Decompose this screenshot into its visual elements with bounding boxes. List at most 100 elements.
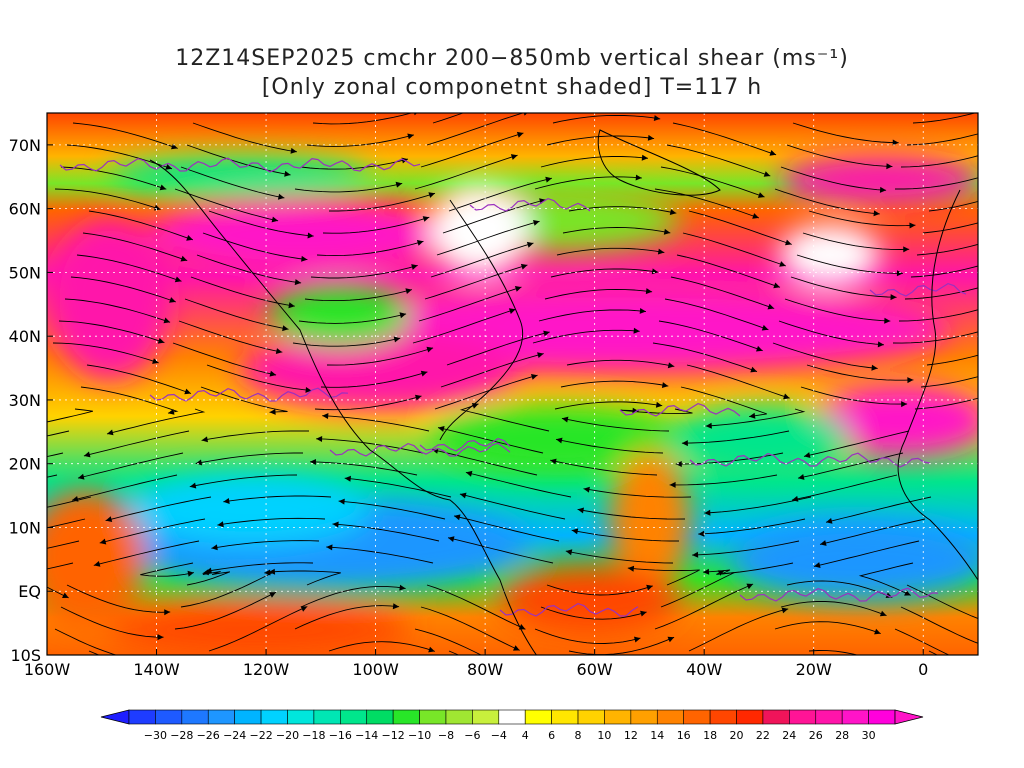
- streamline-arrowhead: [877, 341, 884, 348]
- streamline-arrowhead: [448, 536, 455, 542]
- streamline: [534, 628, 641, 644]
- streamline: [561, 417, 670, 432]
- streamline: [448, 177, 553, 212]
- streamline-arrowhead: [428, 192, 435, 198]
- streamline-arrowhead: [826, 518, 833, 524]
- streamline: [926, 354, 978, 366]
- streamline-arrowhead: [165, 164, 172, 170]
- colorbar-label: −4: [491, 729, 507, 742]
- streamline-arrowhead: [186, 235, 193, 241]
- streamline-arrowhead: [783, 393, 790, 400]
- colorbar-box: [577, 709, 605, 725]
- streamline-arrowhead: [201, 436, 208, 443]
- streamline-arrowhead: [879, 186, 887, 193]
- streamline-arrowhead: [814, 562, 821, 568]
- streamline: [414, 154, 518, 190]
- streamline-arrowhead: [571, 528, 579, 535]
- streamline: [555, 438, 664, 454]
- streamline-arrowhead: [873, 210, 880, 217]
- colorbar-box: [419, 709, 447, 725]
- streamline: [414, 628, 483, 655]
- streamline-arrowhead: [896, 270, 903, 277]
- lat-tick-label: 20N: [9, 455, 41, 474]
- streamline: [813, 540, 920, 567]
- streamline: [58, 320, 165, 344]
- streamline-arrowhead: [779, 261, 786, 267]
- streamline-arrowhead: [874, 628, 881, 635]
- lon-tick-label: 120W: [243, 660, 290, 679]
- streamline-arrowhead: [399, 312, 407, 319]
- streamline-arrowhead: [202, 569, 209, 576]
- streamline: [772, 342, 878, 369]
- streamline-arrowhead: [565, 549, 573, 556]
- streamline-arrowhead: [338, 498, 345, 505]
- streamline-arrowhead: [657, 248, 665, 255]
- streamline-arrowhead: [294, 279, 302, 286]
- colorbar-label: −22: [249, 729, 272, 742]
- streamline-arrowhead: [507, 666, 514, 671]
- colorbar-box: [155, 709, 183, 725]
- lon-tick-label: 100W: [352, 660, 399, 679]
- streamline-arrowhead: [892, 139, 899, 146]
- streamline-arrowhead: [268, 568, 276, 575]
- coastlines: [149, 129, 978, 655]
- streamline: [54, 628, 118, 655]
- chart-title: 12Z14SEP2025 cmchr 200−850mb vertical sh…: [175, 46, 849, 71]
- streamline-arrowhead: [545, 176, 552, 183]
- streamline-arrowhead: [1013, 384, 1020, 390]
- streamline: [660, 166, 765, 198]
- streamline: [786, 144, 893, 167]
- streamline: [660, 569, 735, 608]
- streamline: [784, 298, 891, 322]
- streamline-arrowhead: [157, 337, 165, 344]
- colorbar-box: [604, 709, 632, 725]
- streamline: [802, 232, 910, 250]
- streamline-arrowhead: [537, 352, 544, 358]
- colorbar-box: [392, 709, 420, 725]
- chart-subtitle: [Only zonal componetnt shaded] T=117 h: [261, 75, 763, 100]
- streamline-arrowhead: [543, 330, 550, 337]
- streamline: [316, 240, 424, 257]
- colorbar-box: [234, 709, 262, 725]
- streamline: [544, 289, 653, 300]
- streamline-arrowhead: [890, 294, 897, 301]
- streamline-arrowhead: [646, 584, 653, 591]
- streamline-arrowhead: [993, 646, 1000, 652]
- streamline: [201, 430, 310, 441]
- streamline-arrowhead: [1015, 230, 1022, 236]
- streamline: [803, 430, 910, 457]
- streamline-arrowhead: [154, 204, 161, 211]
- streamline-arrowhead: [717, 570, 725, 576]
- colorbar-label: −28: [170, 729, 193, 742]
- colorbar-label: −20: [276, 729, 299, 742]
- streamline: [692, 540, 800, 556]
- lon-tick-label: 160W: [24, 660, 71, 679]
- purple-contour: [689, 452, 931, 468]
- streamline: [70, 276, 176, 303]
- streamline: [186, 571, 231, 586]
- streamline: [538, 309, 646, 322]
- streamline-arrowhead: [1000, 623, 1007, 629]
- streamline: [459, 493, 566, 520]
- streamline-arrowhead: [904, 590, 911, 596]
- streamline-arrowhead: [763, 171, 771, 177]
- streamline-arrowhead: [655, 401, 663, 408]
- streamline-arrowhead: [516, 131, 524, 138]
- streamline: [105, 496, 212, 522]
- streamline: [208, 210, 314, 237]
- streamline: [664, 298, 769, 331]
- streamline: [808, 210, 916, 227]
- streamline: [196, 254, 302, 284]
- streamline: [310, 264, 418, 279]
- purple-contour: [499, 602, 639, 617]
- streamline-arrowhead: [392, 603, 400, 610]
- colorbar-max-arrow: [894, 709, 924, 725]
- streamline-arrowhead: [909, 222, 916, 229]
- streamline-arrowhead: [523, 113, 528, 116]
- streamline: [546, 135, 655, 146]
- colorbar-box: [709, 709, 737, 725]
- streamline: [186, 144, 291, 176]
- streamline-arrowhead: [426, 346, 434, 353]
- streamline: [900, 606, 978, 644]
- streamline-arrowhead: [288, 302, 295, 309]
